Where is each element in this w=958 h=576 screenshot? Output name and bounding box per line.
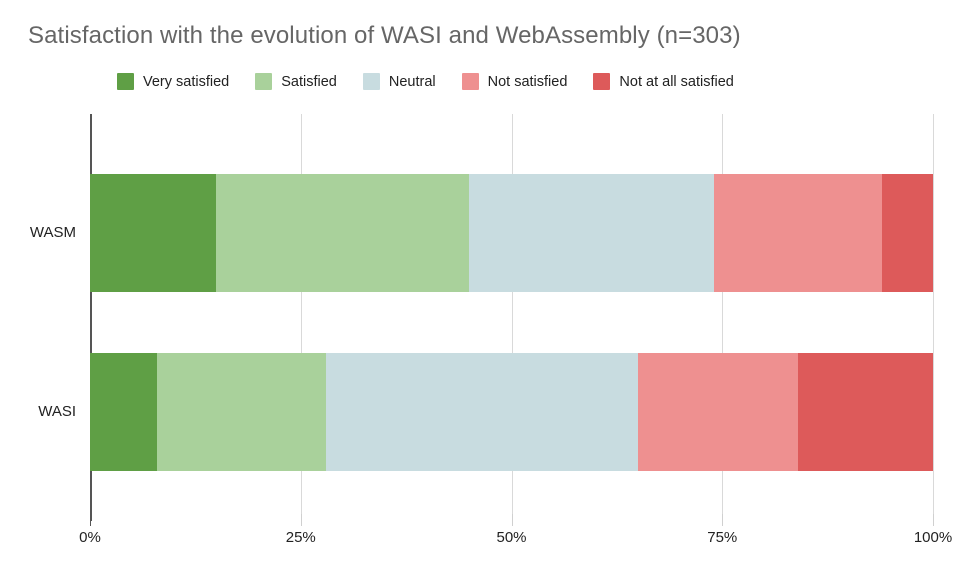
legend-swatch-icon (362, 73, 380, 90)
x-tick-label: 50% (496, 529, 527, 546)
bar-segment[interactable] (798, 353, 933, 471)
bar-segment[interactable] (90, 353, 158, 471)
bar-segment[interactable] (882, 174, 933, 292)
legend-item[interactable]: Satisfied (255, 73, 337, 90)
x-tick-mark (722, 514, 724, 526)
bar-segment[interactable] (637, 353, 799, 471)
category-axis-labels: WASM WASI (0, 114, 90, 520)
legend-label: Not at all satisfied (619, 73, 734, 90)
bar-wasi (90, 353, 933, 471)
legend-label: Satisfied (281, 73, 337, 90)
bar-segment[interactable] (216, 174, 470, 292)
legend-swatch-icon (461, 73, 479, 90)
category-label-wasi: WASI (38, 403, 76, 420)
legend-swatch-icon (117, 73, 134, 90)
chart-title: Satisfaction with the evolution of WASI … (28, 22, 741, 49)
x-tick-mark (511, 514, 513, 526)
plot-area (90, 114, 934, 520)
legend-swatch-icon (255, 73, 273, 90)
category-label-wasm: WASM (29, 224, 76, 241)
legend-item[interactable]: Very satisfied (117, 73, 229, 90)
chart-legend: Very satisfied Satisfied Neutral Not satisf… (117, 73, 760, 90)
legend-label: Not satisfied (487, 73, 568, 90)
bar-segment[interactable] (713, 174, 883, 292)
x-tick-label: 75% (707, 529, 738, 546)
x-axis-tick-labels: 0% 25% 50% 75% 100% (0, 529, 958, 559)
bar-segment[interactable] (326, 353, 638, 471)
bar-segment[interactable] (469, 174, 714, 292)
legend-label: Very satisfied (143, 73, 230, 90)
x-tick-mark (933, 514, 934, 526)
gridline (933, 114, 934, 520)
legend-item[interactable]: Neutral (362, 73, 436, 90)
gridline (511, 114, 513, 520)
legend-label: Neutral (388, 73, 436, 90)
legend-item[interactable]: Not satisfied (461, 73, 568, 90)
gridline (300, 114, 302, 520)
y-axis-line (90, 114, 92, 521)
gridline (722, 114, 724, 520)
x-tick-label: 25% (285, 529, 316, 546)
x-tick-label: 100% (913, 529, 953, 546)
x-tick-label: 0% (79, 529, 101, 546)
x-tick-mark (300, 514, 302, 526)
bar-wasm (90, 174, 933, 292)
bar-segment[interactable] (90, 174, 217, 292)
legend-swatch-icon (593, 73, 611, 90)
x-tick-mark (90, 514, 91, 526)
bar-segment[interactable] (157, 353, 327, 471)
legend-item[interactable]: Not at all satisfied (593, 73, 734, 90)
